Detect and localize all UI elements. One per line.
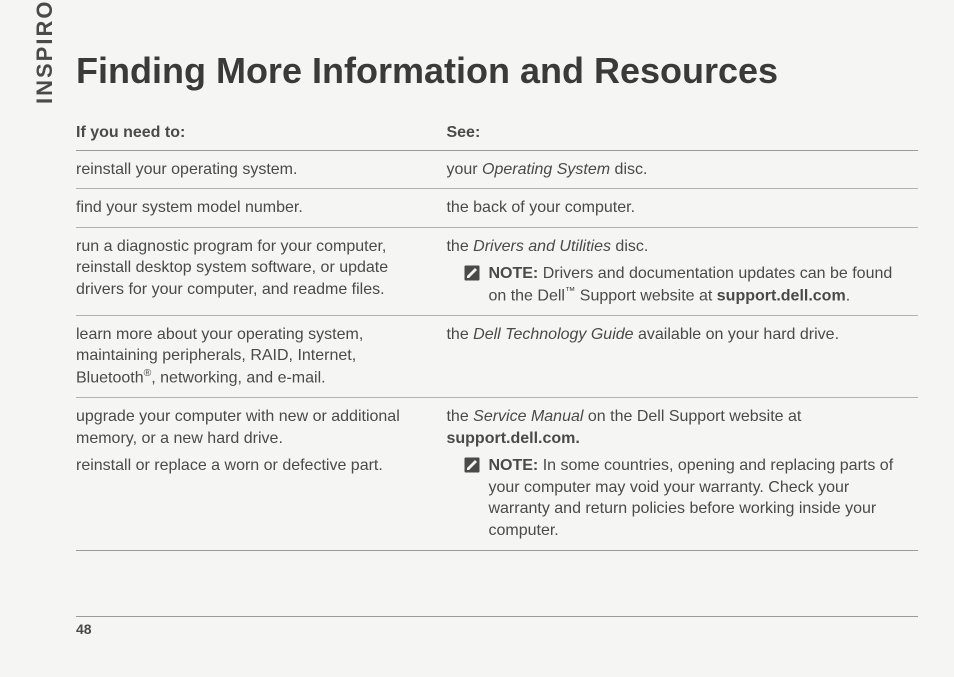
text-run: available on your hard drive. [634,326,839,343]
text-run: Dell Technology Guide [473,326,633,343]
cell-see: the Drivers and Utilities disc. NOTE: Dri… [446,227,918,315]
resources-table: If you need to: See: reinstall your oper… [76,116,918,551]
text-run: the back of your computer. [446,199,635,216]
text-run: NOTE: [488,457,538,474]
note-icon [464,265,480,281]
cell-content: upgrade your computer with new or additi… [76,406,436,477]
cell-paragraph: your Operating System disc. [446,159,908,181]
text-run: NOTE: [488,265,538,282]
cell-see: the back of your computer. [446,189,918,228]
text-run: disc. [610,161,647,178]
table-header-row: If you need to: See: [76,116,918,150]
text-run: find your system model number. [76,199,303,216]
cell-see: the Service Manual on the Dell Support w… [446,398,918,551]
cell-content: run a diagnostic program for your comput… [76,236,436,301]
cell-content: the back of your computer. [446,197,908,219]
cell-content: find your system model number. [76,197,436,219]
text-run: Service Manual [473,408,583,425]
cell-see: the Dell Technology Guide available on y… [446,315,918,397]
page-content: Finding More Information and Resources I… [76,50,918,551]
text-run: reinstall or replace a worn or defective… [76,457,383,474]
text-run: the [446,408,473,425]
text-run: Drivers and Utilities [473,238,611,255]
cell-need: find your system model number. [76,189,446,228]
cell-paragraph: the Dell Technology Guide available on y… [446,324,908,346]
table-body: reinstall your operating system. your Ope… [76,150,918,550]
text-run: support.dell.com [717,287,846,304]
note-text: NOTE: Drivers and documentation updates … [488,263,908,307]
text-run: Operating System [482,161,610,178]
table-row: upgrade your computer with new or additi… [76,398,918,551]
text-run: ™ [565,286,575,297]
cell-content: reinstall your operating system. [76,159,436,181]
table-row: reinstall your operating system. your Ope… [76,150,918,189]
cell-paragraph: run a diagnostic program for your comput… [76,236,436,301]
table-row: run a diagnostic program for your comput… [76,227,918,315]
text-run: the [446,326,473,343]
text-run: Support website at [575,287,716,304]
page-footer: 48 [76,616,918,637]
text-run: , networking, and e-mail. [151,369,325,386]
table-row: learn more about your operating system, … [76,315,918,397]
cell-content: the Service Manual on the Dell Support w… [446,406,908,542]
page-title: Finding More Information and Resources [76,50,918,92]
text-run: your [446,161,482,178]
text-run: run a diagnostic program for your comput… [76,238,388,298]
cell-need: learn more about your operating system, … [76,315,446,397]
note-block: NOTE: In some countries, opening and rep… [446,455,908,541]
note-block: NOTE: Drivers and documentation updates … [446,263,908,307]
table-row: find your system model number. the back o… [76,189,918,228]
page-number: 48 [76,621,92,637]
text-run: reinstall your operating system. [76,161,297,178]
text-run: on the Dell Support website at [583,408,801,425]
cell-content: your Operating System disc. [446,159,908,181]
text-run: the [446,238,473,255]
cell-paragraph: reinstall your operating system. [76,159,436,181]
text-run: In some countries, opening and replacing… [488,457,893,539]
cell-need: run a diagnostic program for your comput… [76,227,446,315]
brand-vertical-label: INSPIRON [32,0,58,104]
cell-content: the Dell Technology Guide available on y… [446,324,908,346]
header-see: See: [446,116,918,150]
cell-need: upgrade your computer with new or additi… [76,398,446,551]
cell-paragraph: the back of your computer. [446,197,908,219]
cell-paragraph: find your system model number. [76,197,436,219]
cell-content: the Drivers and Utilities disc. NOTE: Dri… [446,236,908,307]
text-run: support.dell.com. [446,430,579,447]
cell-content: learn more about your operating system, … [76,324,436,389]
cell-paragraph: upgrade your computer with new or additi… [76,406,436,449]
cell-paragraph: learn more about your operating system, … [76,324,436,389]
text-run: disc. [611,238,648,255]
cell-need: reinstall your operating system. [76,150,446,189]
cell-paragraph: the Service Manual on the Dell Support w… [446,406,908,449]
cell-see: your Operating System disc. [446,150,918,189]
note-icon [464,457,480,473]
header-need: If you need to: [76,116,446,150]
text-run: upgrade your computer with new or additi… [76,408,400,447]
text-run: . [846,287,850,304]
note-text: NOTE: In some countries, opening and rep… [488,455,908,541]
cell-paragraph: the Drivers and Utilities disc. [446,236,908,258]
cell-paragraph: reinstall or replace a worn or defective… [76,455,436,477]
